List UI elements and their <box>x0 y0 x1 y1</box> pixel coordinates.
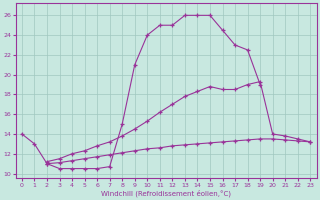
X-axis label: Windchill (Refroidissement éolien,°C): Windchill (Refroidissement éolien,°C) <box>101 189 231 197</box>
